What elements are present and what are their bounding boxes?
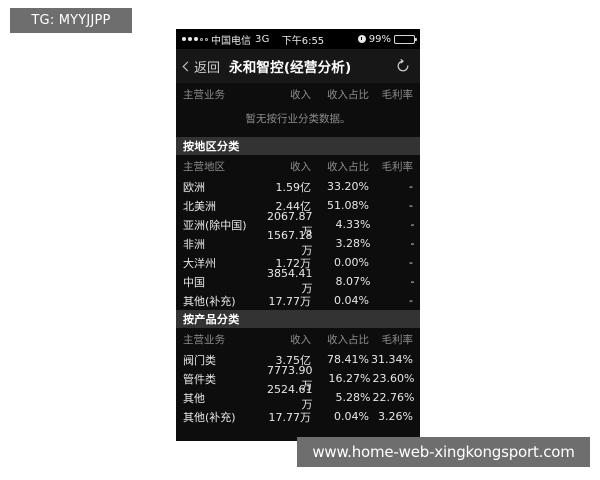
product-cell-margin: 3.26% [378,410,413,423]
table-row[interactable]: 管件类 7773.90万 16.27% 23.60% [176,364,420,392]
network-type-label: 3G [255,33,270,45]
section-header-region: 按地区分类 [176,137,420,155]
region-cell-revenue: 2.44亿 [275,199,312,213]
phone-screen: 中国电信 3G 下午6:55 99% 返回 永和智控(经营分析) [176,29,420,441]
region-header-share: 收入占比 [327,160,369,173]
region-cell-margin: - [410,275,415,288]
region-cell-name: 欧洲 [183,180,205,194]
region-cell-revenue: 1567.18万 [267,229,313,257]
page-title: 永和智控(经营分析) [229,60,352,76]
product-cell-name: 其他(补充) [183,410,236,424]
table-row[interactable]: 中国 3854.41万 8.07% - [176,267,420,295]
region-header-revenue: 收入 [290,160,311,173]
product-cell-revenue: 3.75亿 [275,353,312,367]
product-cell-share: 16.27% [328,372,371,385]
chevron-left-icon [182,61,193,71]
region-cell-margin: - [410,218,415,231]
industry-header-margin: 毛利率 [381,88,414,101]
refresh-button[interactable] [394,57,412,75]
tg-badge: TG: MYYJJPP [10,8,132,33]
product-cell-margin: 23.60% [372,372,415,385]
table-row[interactable]: 大洋州 1.72万 0.00% - [176,253,420,272]
analysis-content: 主营业务 收入 收入占比 毛利率 暂无按行业分类数据。 按地区分类 主营地区 收… [176,83,420,441]
region-cell-share: 8.07% [335,275,371,288]
region-cell-share: 0.04% [334,294,369,307]
product-cell-share: 0.04% [334,410,369,423]
region-cell-share: 0.00% [334,256,369,269]
region-cell-margin: - [409,199,413,212]
region-cell-margin: - [409,294,413,307]
table-row[interactable]: 其他(补充) 17.77万 0.04% 3.26% [176,407,420,426]
region-cell-name: 北美洲 [183,199,216,213]
region-cell-revenue: 1.59亿 [275,180,312,194]
product-cell-name: 管件类 [183,372,216,386]
table-row[interactable]: 阀门类 3.75亿 78.41% 31.34% [176,350,420,369]
table-row[interactable]: 亚洲(除中国) 2067.87万 4.33% - [176,210,420,238]
refresh-icon [397,59,409,72]
product-cell-margin: 31.34% [371,353,413,366]
region-cell-revenue: 2067.87万 [267,210,313,238]
region-header-name: 主营地区 [183,160,225,173]
region-cell-name: 非洲 [183,237,205,251]
region-cell-share: 33.20% [327,180,369,193]
table-row[interactable]: 其他(补充) 17.77万 0.04% - [176,291,420,310]
region-cell-revenue: 3854.41万 [267,267,313,295]
region-cell-share: 3.28% [335,237,371,250]
back-button-label: 返回 [194,60,221,76]
industry-header-row: 主营业务 收入 收入占比 毛利率 [176,83,420,105]
region-cell-share: 51.08% [327,199,369,212]
product-cell-margin: 22.76% [372,391,415,404]
product-header-revenue: 收入 [290,333,311,346]
navigation-bar: 返回 永和智控(经营分析) [176,49,420,83]
product-header-name: 主营业务 [183,333,225,346]
region-cell-name: 其他(补充) [183,294,236,308]
industry-empty-message: 暂无按行业分类数据。 [245,113,351,125]
site-watermark: www.home-web-xingkongsport.com [297,437,590,467]
region-cell-margin: - [409,180,413,193]
region-cell-revenue: 1.72万 [275,256,312,270]
product-cell-revenue: 7773.90万 [267,364,313,392]
product-cell-name: 阀门类 [183,353,216,367]
industry-header-share: 收入占比 [327,88,369,101]
product-header-row: 主营业务 收入 收入占比 毛利率 [176,328,420,350]
carrier-label: 中国电信 [211,35,251,47]
region-cell-name: 中国 [183,275,205,289]
region-cell-margin: - [410,237,415,250]
product-cell-share: 78.41% [327,353,369,366]
product-cell-share: 5.28% [335,391,371,404]
table-row[interactable]: 非洲 1567.18万 3.28% - [176,229,420,257]
region-cell-share: 4.33% [335,218,371,231]
status-bar: 中国电信 3G 下午6:55 99% [176,29,420,49]
signal-strength-icon [182,37,208,41]
region-cell-name: 大洋州 [183,256,216,270]
product-header-share: 收入占比 [327,333,369,346]
back-button[interactable]: 返回 [182,57,221,76]
industry-header-revenue: 收入 [290,88,311,101]
status-clock: 下午6:55 [281,35,325,47]
table-row[interactable]: 其他 2524.61万 5.28% 22.76% [176,383,420,411]
product-cell-name: 其他 [183,391,205,405]
alarm-clock-icon [357,35,366,43]
product-table-body: 阀门类 3.75亿 78.41% 31.34% 管件类 7773.90万 16.27% 23.… [176,350,420,426]
region-header-margin: 毛利率 [381,160,414,173]
section-header-product: 按产品分类 [176,310,420,328]
product-header-margin: 毛利率 [381,333,414,346]
region-header-row: 主营地区 收入 收入占比 毛利率 [176,155,420,177]
product-cell-revenue: 2524.61万 [267,383,313,411]
battery-percent-label: 99% [368,33,391,45]
region-cell-name: 亚洲(除中国) [183,218,247,232]
table-row[interactable]: 欧洲 1.59亿 33.20% - [176,177,420,196]
region-cell-margin: - [409,256,413,269]
status-bar-right: 99% [357,33,417,45]
region-table-body: 欧洲 1.59亿 33.20% - 北美洲 2.44亿 51.08% - 亚洲(除中国) 2067… [176,177,420,310]
product-cell-revenue: 17.77万 [268,410,312,424]
battery-icon [394,34,417,44]
industry-header-name: 主营业务 [183,88,225,101]
table-row[interactable]: 北美洲 2.44亿 51.08% - [176,196,420,215]
region-cell-revenue: 17.77万 [268,294,312,308]
